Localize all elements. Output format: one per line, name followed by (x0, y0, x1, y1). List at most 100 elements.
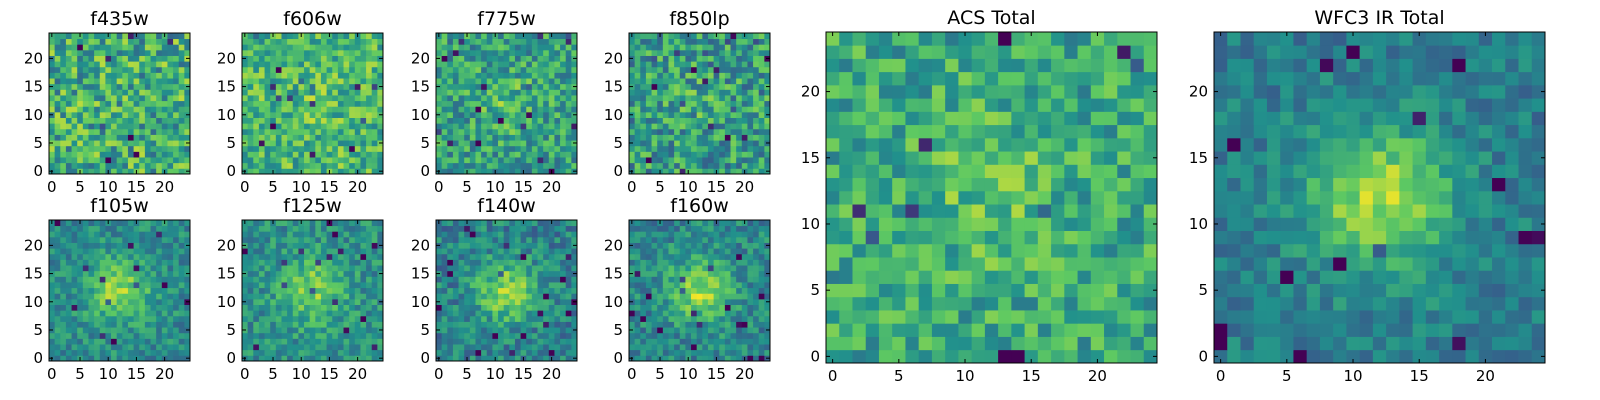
heatmap-cell (253, 298, 260, 305)
heatmap-cell (258, 66, 265, 73)
heatmap-cell (94, 61, 101, 68)
heatmap-cell (111, 83, 118, 90)
heatmap-cell (730, 349, 737, 356)
heatmap-cell (77, 231, 84, 238)
y-tick-label: 10 (604, 106, 623, 124)
heatmap-cell (560, 355, 567, 362)
heatmap-cell (150, 44, 157, 51)
heatmap-cell (309, 327, 316, 334)
heatmap-cell (298, 276, 305, 283)
heatmap-cell (332, 332, 339, 339)
heatmap-cell (531, 106, 538, 113)
heatmap-cell (337, 270, 344, 277)
heatmap-cell (758, 33, 765, 40)
heatmap-cell (275, 61, 282, 68)
heatmap-cell (292, 287, 299, 294)
heatmap-cell (464, 100, 471, 107)
heatmap-cell (304, 270, 311, 277)
heatmap-cell (498, 111, 505, 118)
heatmap-cell (287, 327, 294, 334)
heatmap-cell (668, 61, 675, 68)
heatmap-cell (354, 253, 361, 260)
heatmap-cell (537, 304, 544, 311)
heatmap-cell (105, 270, 112, 277)
heatmap-cell (719, 140, 726, 147)
heatmap-cell (360, 44, 367, 51)
heatmap-cell (696, 321, 703, 328)
heatmap-cell (343, 242, 350, 249)
heatmap-cell (150, 276, 157, 283)
heatmap-cell (543, 344, 550, 351)
heatmap-cell (560, 44, 567, 51)
heatmap-cell (640, 49, 647, 56)
heatmap-cell (184, 78, 191, 85)
heatmap-cell (730, 78, 737, 85)
heatmap-cell (82, 253, 89, 260)
heatmap-cell (702, 304, 709, 311)
heatmap-cell (702, 33, 709, 40)
heatmap-cell (65, 38, 72, 45)
heatmap-cell (77, 66, 84, 73)
heatmap-cell (332, 321, 339, 328)
x-tick-label: 15 (320, 365, 339, 383)
heatmap-cell (320, 100, 327, 107)
heatmap-cell (281, 298, 288, 305)
heatmap-cell (371, 168, 378, 175)
heatmap-cell (94, 55, 101, 62)
heatmap-cell (741, 140, 748, 147)
heatmap-cell (730, 282, 737, 289)
heatmap-cell (320, 287, 327, 294)
heatmap-cell (354, 49, 361, 56)
heatmap-cell (537, 145, 544, 152)
heatmap-cell (758, 55, 765, 62)
heatmap-cell (691, 66, 698, 73)
heatmap-cell (287, 332, 294, 339)
y-tick-label: 20 (411, 49, 430, 67)
heatmap-cell (475, 72, 482, 79)
heatmap-cell (173, 287, 180, 294)
heatmap-cell (281, 38, 288, 45)
heatmap-cell (486, 117, 493, 124)
heatmap-cell (469, 33, 476, 40)
heatmap-cell (713, 111, 720, 118)
heatmap-cell (320, 61, 327, 68)
heatmap-cell (247, 259, 254, 266)
heatmap-cell (520, 151, 527, 158)
heatmap-cell (724, 355, 731, 362)
heatmap-cell (343, 298, 350, 305)
heatmap-cell (724, 61, 731, 68)
heatmap-cell (71, 315, 78, 322)
heatmap-cell (736, 72, 743, 79)
heatmap-cell (481, 106, 488, 113)
heatmap-cell (531, 72, 538, 79)
heatmap-cell (447, 220, 454, 227)
heatmap-cell (464, 248, 471, 255)
heatmap-cell (116, 134, 123, 141)
heatmap-cell (514, 298, 521, 305)
heatmap-cell (94, 100, 101, 107)
heatmap-cell (503, 145, 510, 152)
heatmap-cell (554, 128, 561, 135)
heatmap-cell (292, 315, 299, 322)
heatmap-cell (77, 338, 84, 345)
heatmap-cell (503, 157, 510, 164)
heatmap-cell (447, 248, 454, 255)
heatmap-cell (531, 95, 538, 102)
heatmap-cell (360, 270, 367, 277)
heatmap-cell (634, 66, 641, 73)
heatmap-cell (469, 349, 476, 356)
x-tick-label: 5 (655, 178, 665, 196)
heatmap-cell (679, 270, 686, 277)
heatmap-cell (691, 49, 698, 56)
heatmap-cell (758, 123, 765, 130)
heatmap-cell (320, 168, 327, 175)
heatmap-cell (452, 355, 459, 362)
heatmap-cell (54, 38, 61, 45)
heatmap-cell (503, 72, 510, 79)
heatmap-cell (173, 270, 180, 277)
heatmap-cell (332, 253, 339, 260)
heatmap-cell (492, 287, 499, 294)
heatmap-cell (651, 111, 658, 118)
heatmap-cell (691, 89, 698, 96)
heatmap-cell (753, 44, 760, 51)
